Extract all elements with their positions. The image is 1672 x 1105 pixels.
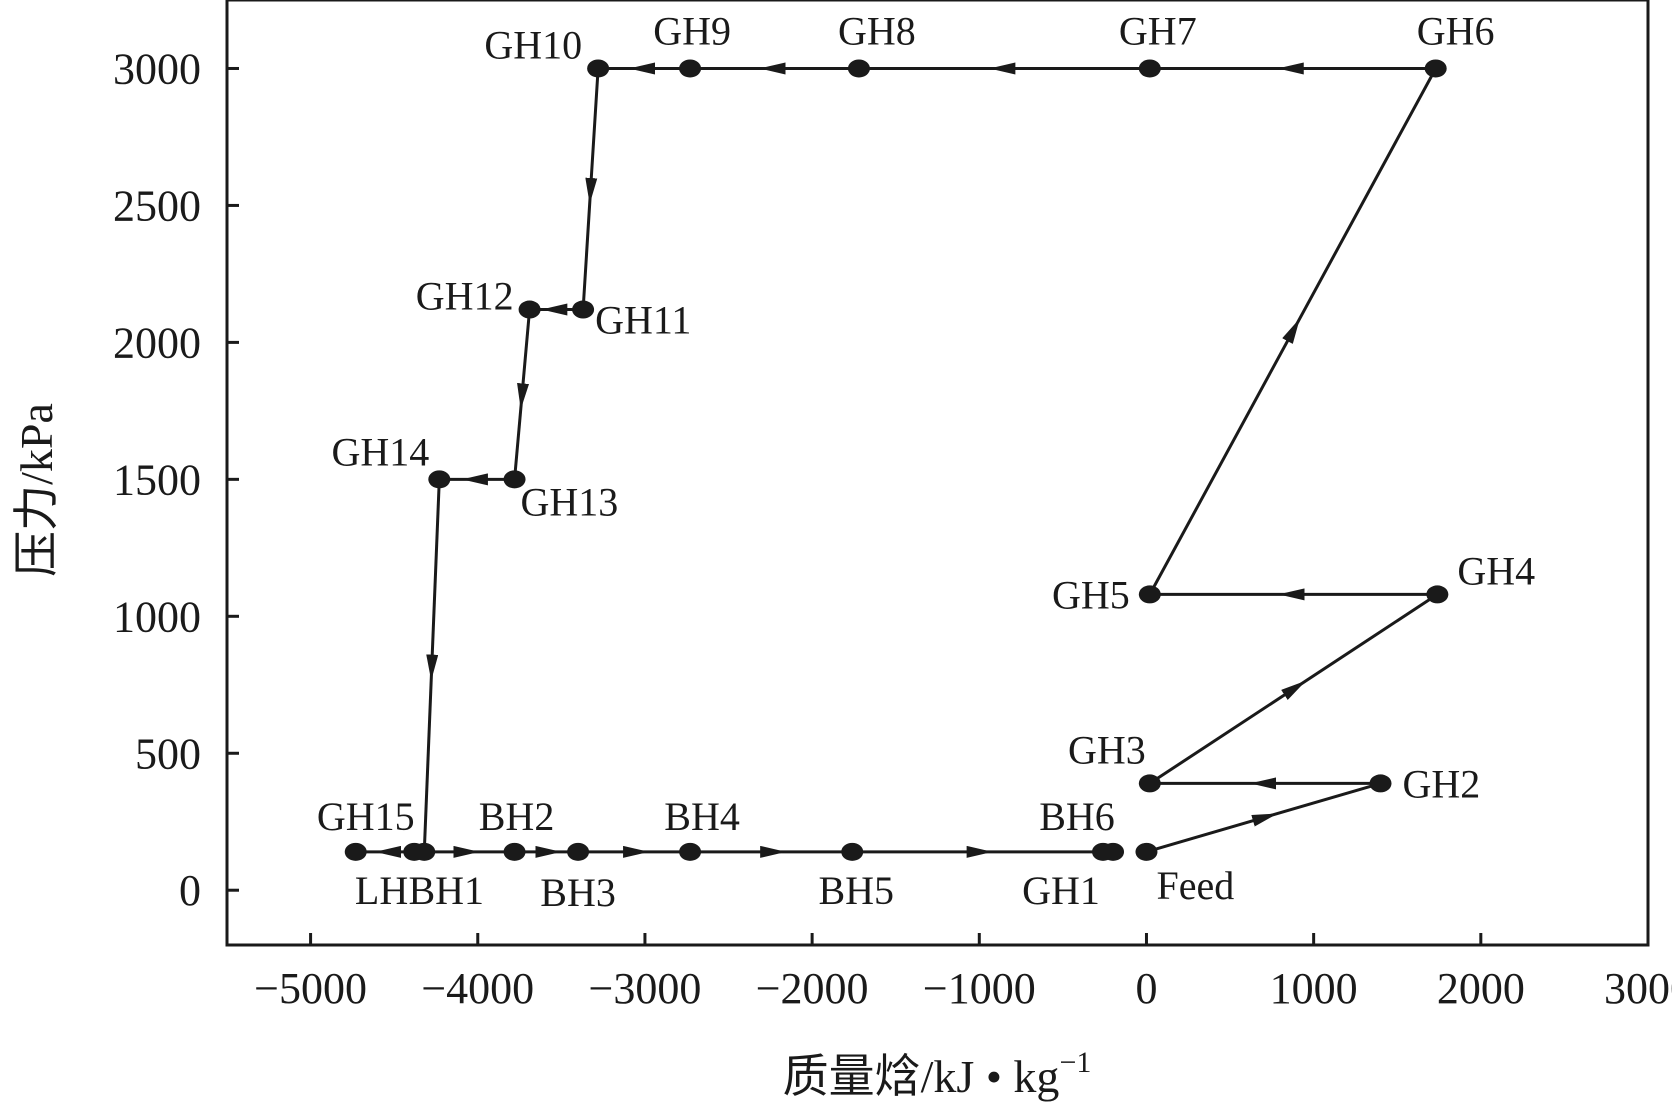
label-gh13: GH13 [521, 479, 619, 524]
point-bh4 [679, 842, 702, 861]
point-gh14 [428, 470, 451, 489]
label-gh2: GH2 [1403, 761, 1481, 806]
y-tick-label: 2000 [113, 318, 201, 367]
x-axis-title: 质量焓/kJ • kg−1 [783, 1046, 1092, 1102]
label-lh: LH [355, 868, 408, 913]
point-gh13 [503, 470, 526, 489]
y-tick-label: 3000 [113, 44, 201, 93]
label-gh9: GH9 [653, 8, 731, 53]
point-gh3 [1138, 774, 1161, 793]
label-bh6: BH6 [1039, 794, 1115, 839]
label-gh3: GH3 [1068, 727, 1146, 772]
label-bh3: BH3 [540, 870, 616, 915]
x-tick-label: −2000 [756, 964, 869, 1013]
point-gh12 [518, 300, 541, 319]
label-gh1: GH1 [1022, 868, 1100, 913]
y-axis-title: 压力/kPa [11, 403, 62, 577]
plot-frame [225, 0, 1650, 947]
point-gh6 [1424, 59, 1447, 78]
point-gh10 [587, 59, 610, 78]
x-tick-label: −1000 [923, 964, 1036, 1013]
label-bh4: BH4 [664, 794, 740, 839]
y-tick-label: 1500 [113, 455, 201, 504]
x-tick-label: 1000 [1270, 964, 1358, 1013]
point-bh3 [567, 842, 590, 861]
x-axis-title-main: 质量焓/kJ • kg [783, 1051, 1060, 1102]
path-segment-gh5-gh6 [1148, 67, 1438, 596]
point-gh11 [572, 300, 595, 319]
point-bh2 [503, 842, 526, 861]
point-gh9 [679, 59, 702, 78]
label-gh4: GH4 [1457, 548, 1535, 593]
x-tick-label: −5000 [254, 964, 367, 1013]
x-tick-label: −3000 [589, 964, 702, 1013]
label-gh14: GH14 [332, 429, 430, 474]
label-feed: Feed [1156, 863, 1234, 908]
label-gh7: GH7 [1119, 8, 1197, 53]
x-tick-label: 0 [1135, 964, 1157, 1013]
y-tick-label: 500 [135, 729, 201, 778]
point-lh [403, 842, 426, 861]
point-gh8 [847, 59, 870, 78]
point-gh4 [1426, 585, 1449, 604]
path-segment-gh14-bh1 [422, 479, 441, 852]
label-gh11: GH11 [595, 298, 691, 343]
point-gh2 [1369, 774, 1392, 793]
y-tick-label: 1000 [113, 592, 201, 641]
path-segment-gh12-gh13 [513, 309, 532, 480]
y-tick-label: 0 [179, 866, 201, 915]
path-segment-gh3-gh4 [1148, 593, 1439, 785]
path-segment-gh10-gh11 [581, 68, 600, 310]
label-gh5: GH5 [1052, 572, 1130, 617]
label-gh8: GH8 [838, 8, 916, 53]
point-feed [1135, 842, 1158, 861]
x-axis-ticks: −5000 −4000 −3000 −2000 −1000 0 1000 2000 3000 [254, 933, 1672, 1013]
label-gh10: GH10 [484, 22, 582, 67]
point-gh7 [1138, 59, 1161, 78]
x-tick-label: 3000 [1604, 964, 1672, 1013]
state-point-labels: Feed GH2 GH3 GH4 GH5 GH6 GH7 GH8 GH9 GH10 GH11 GH12… [317, 8, 1535, 914]
state-points [344, 59, 1449, 861]
label-bh2: BH2 [479, 794, 555, 839]
label-bh1: BH1 [408, 868, 484, 913]
label-gh15: GH15 [317, 794, 415, 839]
label-gh12: GH12 [416, 274, 514, 319]
label-bh5: BH5 [818, 868, 894, 913]
x-axis-title-superscript: −1 [1059, 1046, 1091, 1079]
label-gh6: GH6 [1417, 8, 1495, 53]
x-tick-label: 2000 [1437, 964, 1525, 1013]
x-tick-label: −4000 [421, 964, 534, 1013]
point-gh15 [344, 842, 367, 861]
path-segment-feed-gh2 [1146, 781, 1381, 854]
y-tick-label: 2500 [113, 181, 201, 230]
point-gh1 [1102, 842, 1125, 861]
point-bh5 [841, 842, 864, 861]
point-gh5 [1138, 585, 1161, 604]
y-axis-ticks: 0 500 1000 1500 2000 2500 3000 [113, 44, 239, 915]
process-path [355, 62, 1439, 858]
